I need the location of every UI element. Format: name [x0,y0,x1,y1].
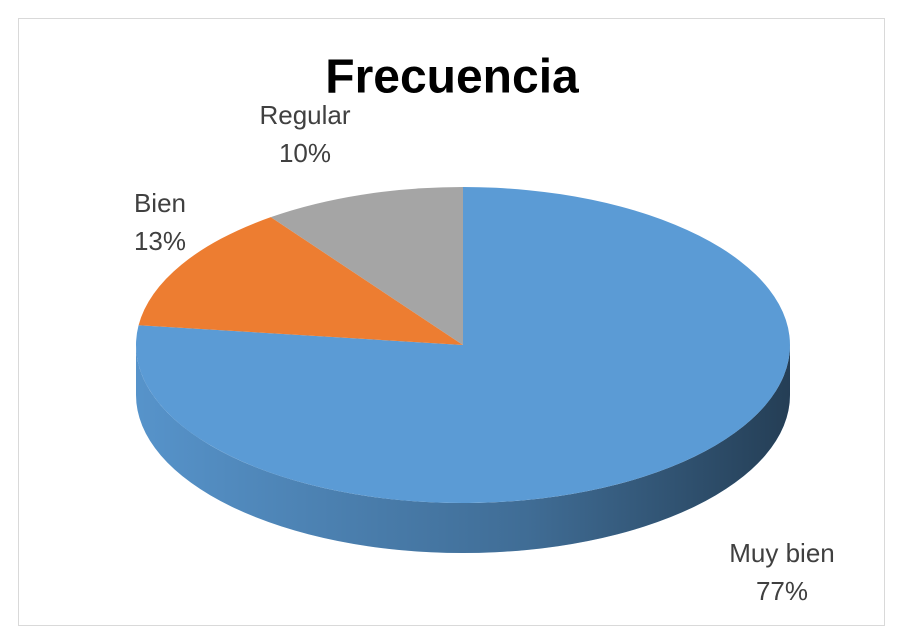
pie-slice [270,187,463,345]
slice-label: Bien [134,188,186,218]
slice-value-label: 13% [134,226,186,256]
pie-side-shade [136,345,790,553]
pie-slice [138,217,463,345]
slice-value-label: 10% [279,138,331,168]
slice-value-label: 77% [756,576,808,606]
chart-title: Frecuencia [325,51,579,104]
slice-label: Regular [259,100,350,130]
slice-label: Muy bien [729,538,835,568]
pie-slice [136,187,791,504]
